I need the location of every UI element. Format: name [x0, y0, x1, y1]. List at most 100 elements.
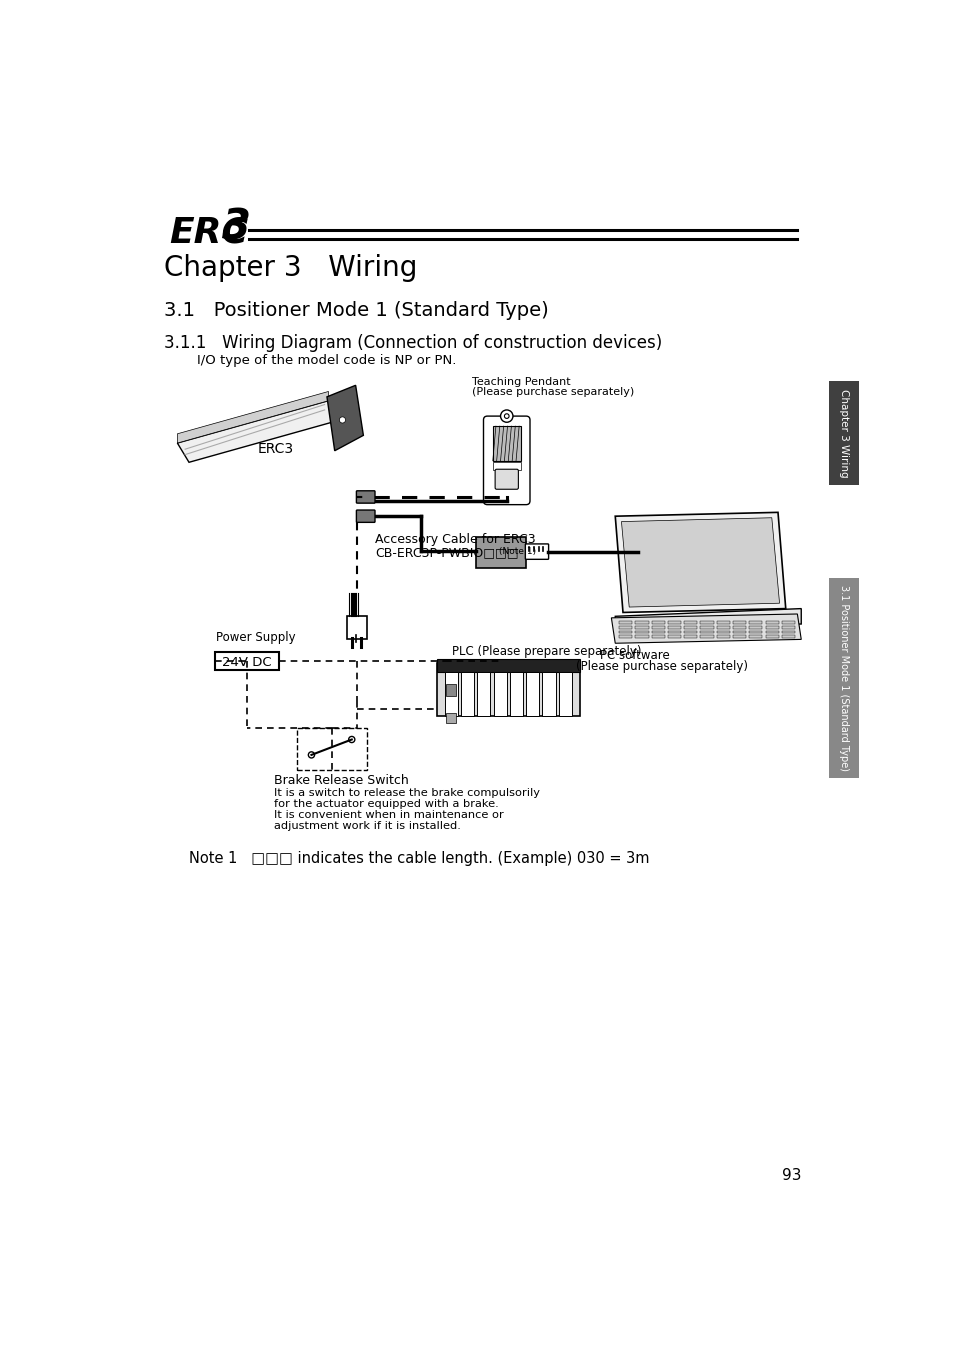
FancyBboxPatch shape [525, 544, 548, 559]
Bar [525, 672, 538, 717]
Text: Accessory Cable for ERC3: Accessory Cable for ERC3 [375, 533, 535, 547]
Bar [765, 626, 778, 629]
Bar [635, 630, 648, 633]
Bar [732, 626, 745, 629]
Text: ERC3: ERC3 [257, 441, 293, 456]
Bar [781, 621, 794, 624]
Bar [444, 672, 457, 717]
Bar [781, 634, 794, 637]
Text: 3: 3 [222, 207, 251, 248]
Text: PLC (Please prepare separately): PLC (Please prepare separately) [452, 645, 641, 657]
Text: (Please purchase separately): (Please purchase separately) [576, 660, 748, 674]
Text: for the actuator equipped with a brake.: for the actuator equipped with a brake. [274, 799, 498, 809]
Bar [683, 634, 697, 637]
Bar [700, 634, 713, 637]
Text: Note 1   □□□ indicates the cable length. (Example) 030 = 3m: Note 1 □□□ indicates the cable length. (… [189, 850, 649, 865]
Bar [748, 626, 761, 629]
Bar [765, 634, 778, 637]
Bar [765, 621, 778, 624]
Text: Chapter 3 Wiring: Chapter 3 Wiring [838, 389, 848, 478]
FancyBboxPatch shape [483, 416, 530, 505]
Bar [618, 634, 632, 637]
Text: (Note 1): (Note 1) [498, 547, 536, 556]
Polygon shape [615, 513, 785, 613]
Bar [651, 630, 664, 633]
Text: Chapter 3   Wiring: Chapter 3 Wiring [164, 254, 417, 282]
Text: ERC: ERC [170, 216, 249, 250]
Circle shape [339, 417, 345, 423]
Text: 3.1.1   Wiring Diagram (Connection of construction devices): 3.1.1 Wiring Diagram (Connection of cons… [164, 335, 661, 352]
Text: I/O type of the model code is NP or PN.: I/O type of the model code is NP or PN. [196, 354, 456, 367]
Bar [667, 626, 680, 629]
Text: 3.1   Positioner Mode 1 (Standard Type): 3.1 Positioner Mode 1 (Standard Type) [164, 301, 548, 320]
Text: Power Supply: Power Supply [216, 630, 295, 644]
FancyBboxPatch shape [495, 470, 517, 489]
Bar [635, 621, 648, 624]
Bar [716, 634, 729, 637]
Bar [445, 684, 456, 697]
Bar [347, 617, 367, 640]
Bar [683, 626, 697, 629]
Bar [716, 630, 729, 633]
Bar [716, 621, 729, 624]
Bar [748, 630, 761, 633]
Bar [781, 626, 794, 629]
Bar [493, 672, 506, 717]
FancyBboxPatch shape [356, 510, 375, 522]
Bar [700, 621, 713, 624]
Text: PC software: PC software [599, 648, 669, 662]
Bar [765, 630, 778, 633]
Bar [732, 621, 745, 624]
Bar [683, 621, 697, 624]
Bar [476, 537, 525, 568]
Bar [476, 672, 490, 717]
Bar [651, 634, 664, 637]
Text: 3.1 Positioner Mode 1 (Standard Type): 3.1 Positioner Mode 1 (Standard Type) [838, 585, 848, 771]
Bar [297, 728, 367, 771]
Bar [436, 663, 579, 717]
Circle shape [348, 736, 355, 742]
Text: It is convenient when in maintenance or: It is convenient when in maintenance or [274, 810, 503, 819]
Bar [618, 621, 632, 624]
Bar [732, 630, 745, 633]
Text: (Please purchase separately): (Please purchase separately) [472, 387, 634, 397]
Bar [445, 713, 456, 722]
Bar [460, 672, 474, 717]
Bar [667, 634, 680, 637]
Text: CB-ERC3P-PWBIO□□□: CB-ERC3P-PWBIO□□□ [375, 547, 518, 559]
Text: 24V DC: 24V DC [222, 656, 272, 670]
Bar [215, 652, 278, 670]
Bar [748, 634, 761, 637]
Text: 93: 93 [781, 1168, 801, 1183]
Polygon shape [615, 609, 801, 632]
Bar [700, 626, 713, 629]
Polygon shape [620, 518, 779, 608]
Bar [509, 672, 522, 717]
Bar [618, 630, 632, 633]
Bar [493, 462, 520, 470]
Bar [828, 578, 858, 778]
Bar [667, 621, 680, 624]
Text: Teaching Pendant: Teaching Pendant [472, 377, 570, 387]
Polygon shape [327, 385, 363, 451]
Bar [828, 382, 858, 486]
Bar [651, 621, 664, 624]
Polygon shape [611, 614, 801, 643]
Bar [732, 634, 745, 637]
Polygon shape [177, 401, 340, 462]
Bar [558, 672, 571, 717]
Bar [635, 626, 648, 629]
Bar [716, 626, 729, 629]
Text: It is a switch to release the brake compulsorily: It is a switch to release the brake comp… [274, 788, 539, 798]
Text: Brake Release Switch: Brake Release Switch [274, 774, 409, 787]
Bar [651, 626, 664, 629]
Bar [493, 427, 520, 460]
Circle shape [308, 752, 314, 757]
Text: adjustment work if it is installed.: adjustment work if it is installed. [274, 821, 460, 830]
Bar [667, 630, 680, 633]
Bar [635, 634, 648, 637]
Bar [542, 672, 555, 717]
Bar [436, 659, 579, 672]
Bar [781, 630, 794, 633]
Bar [748, 621, 761, 624]
